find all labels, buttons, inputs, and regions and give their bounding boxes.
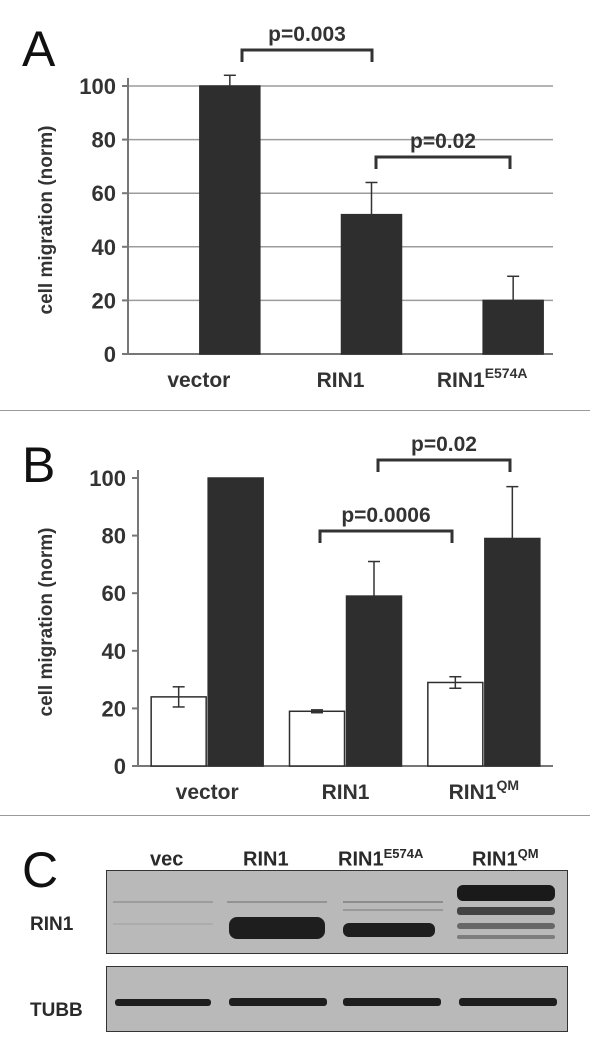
- y-tick-label: 20: [102, 696, 126, 721]
- x-tick-label: RIN1QM: [449, 777, 519, 804]
- lane-label: RIN1: [243, 848, 289, 871]
- y-tick-label: 80: [102, 524, 126, 549]
- bar-control: [427, 681, 484, 767]
- y-axis-label: cell migration (norm): [36, 126, 57, 315]
- panel-letter-a: A: [22, 21, 56, 77]
- blot-image-tubb: [106, 966, 568, 1032]
- bar-treated: [484, 537, 541, 767]
- lane-label: RIN1E574A: [338, 846, 424, 871]
- significance-bracket: [240, 48, 374, 62]
- p-value-label: p=0.0006: [341, 504, 430, 527]
- bar-treated: [199, 85, 261, 355]
- y-tick-label: 100: [79, 74, 116, 99]
- y-tick-label: 100: [89, 466, 126, 491]
- x-tick-label: RIN1: [322, 781, 370, 804]
- panel-letter-b: B: [22, 437, 56, 493]
- y-tick-label: 40: [92, 235, 116, 260]
- y-axis-label: cell migration (norm): [36, 528, 57, 717]
- y-tick-label: 20: [92, 288, 116, 313]
- y-tick-label: 0: [104, 342, 116, 367]
- panel-separator: [0, 410, 590, 411]
- bar-treated: [482, 299, 544, 355]
- y-tick-label: 80: [92, 128, 116, 153]
- significance-bracket: [376, 458, 512, 472]
- significance-bracket: [318, 529, 454, 543]
- bar-treated: [207, 477, 264, 767]
- lane-label: vec: [150, 848, 184, 871]
- blot-row-label-tubb: TUBB: [30, 1000, 83, 1021]
- chart-panel-a: 0 20 40 60 80 100 cell migration (norm) vector R…: [36, 23, 553, 392]
- p-value-label: p=0.003: [268, 23, 346, 46]
- p-value-label: p=0.02: [411, 433, 477, 456]
- lane-label: RIN1QM: [472, 846, 539, 871]
- bar-control: [150, 696, 207, 767]
- x-tick-label: vector: [167, 369, 230, 392]
- x-tick-label: RIN1E574A: [437, 365, 528, 392]
- x-tick-label: vector: [176, 781, 239, 804]
- bar-treated: [340, 213, 403, 355]
- blot-row-label-rin1: RIN1: [30, 914, 74, 935]
- y-tick-label: 40: [102, 639, 126, 664]
- p-value-label: p=0.02: [410, 130, 476, 153]
- panel-separator: [0, 815, 590, 816]
- bar-treated: [345, 595, 403, 767]
- bar-control: [288, 710, 346, 767]
- blot-image-rin1: [106, 870, 568, 954]
- y-tick-label: 60: [92, 181, 116, 206]
- significance-bracket: [374, 155, 512, 169]
- chart-panel-b: 0 20 40 60 80 100 cell migration (norm) vector R…: [36, 433, 553, 804]
- y-tick-label: 0: [114, 754, 126, 779]
- y-tick-label: 60: [102, 581, 126, 606]
- x-tick-label: RIN1: [317, 369, 365, 392]
- panel-letter-c: C: [22, 842, 59, 898]
